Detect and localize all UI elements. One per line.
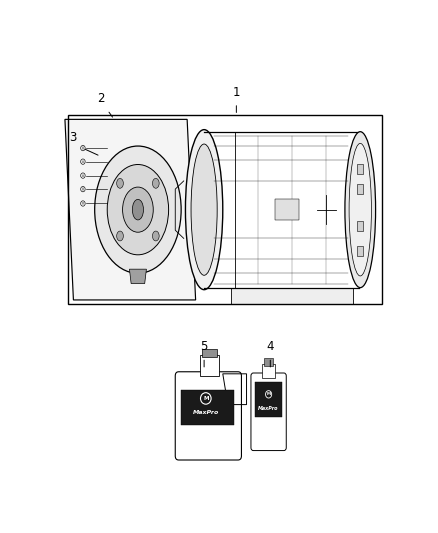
Ellipse shape xyxy=(123,187,153,232)
Ellipse shape xyxy=(349,143,371,276)
Bar xyxy=(357,184,363,194)
Text: 5: 5 xyxy=(201,340,208,353)
FancyBboxPatch shape xyxy=(175,372,241,460)
Bar xyxy=(202,349,217,358)
Text: 2: 2 xyxy=(97,92,104,105)
Text: MaxPro: MaxPro xyxy=(193,410,219,415)
Bar xyxy=(181,390,234,425)
Ellipse shape xyxy=(81,187,85,192)
Ellipse shape xyxy=(132,199,144,220)
Bar xyxy=(357,221,363,231)
Bar xyxy=(255,382,282,417)
Ellipse shape xyxy=(95,146,181,273)
Ellipse shape xyxy=(185,130,223,290)
FancyBboxPatch shape xyxy=(251,373,286,450)
Ellipse shape xyxy=(117,179,124,188)
Text: 3: 3 xyxy=(69,131,76,144)
Ellipse shape xyxy=(81,146,85,151)
Ellipse shape xyxy=(345,132,376,288)
Ellipse shape xyxy=(107,165,169,255)
Ellipse shape xyxy=(117,231,124,241)
Ellipse shape xyxy=(81,201,85,206)
Bar xyxy=(264,358,273,366)
Ellipse shape xyxy=(152,231,159,241)
Text: 4: 4 xyxy=(267,340,274,353)
Ellipse shape xyxy=(152,179,159,188)
Text: MaxPro: MaxPro xyxy=(258,406,279,411)
Polygon shape xyxy=(231,288,353,304)
Bar xyxy=(68,115,382,304)
Text: 1: 1 xyxy=(233,86,240,99)
Ellipse shape xyxy=(81,159,85,164)
Text: M: M xyxy=(267,392,271,397)
Ellipse shape xyxy=(191,144,217,275)
Polygon shape xyxy=(65,119,196,300)
Text: M: M xyxy=(203,396,208,401)
Bar xyxy=(262,364,275,378)
Bar xyxy=(357,164,363,174)
Bar xyxy=(200,356,219,376)
Polygon shape xyxy=(130,269,146,284)
Bar xyxy=(276,199,299,220)
Ellipse shape xyxy=(81,173,85,178)
Bar xyxy=(357,246,363,256)
